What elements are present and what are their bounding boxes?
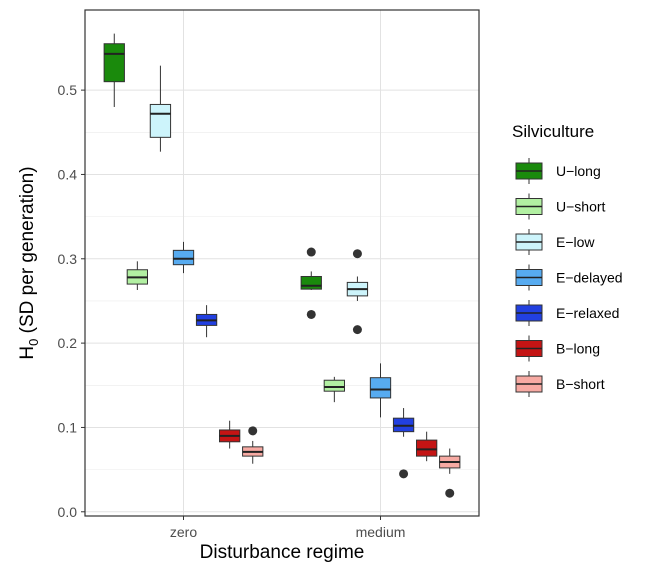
box-1-2 — [346, 249, 369, 335]
box-1-3 — [369, 363, 392, 418]
legend-label: U−long — [556, 163, 601, 179]
outlier-point — [352, 249, 362, 259]
y-tick-label: 0.4 — [58, 166, 78, 182]
y-axis-title-main: H — [17, 346, 38, 360]
y-axis: 0.0 0.1 0.2 0.3 0.4 0.5 — [58, 82, 85, 520]
box-0-4 — [195, 305, 218, 338]
box-body — [172, 249, 195, 266]
legend-item: B−long — [515, 335, 600, 362]
legend-label: B−short — [556, 376, 605, 392]
legend-label: U−short — [556, 199, 606, 215]
box-body — [416, 439, 438, 457]
y-tick-label: 0.0 — [58, 504, 78, 520]
legend-item: E−relaxed — [515, 300, 619, 326]
box-0-1 — [126, 261, 148, 290]
x-axis: zero medium — [170, 516, 406, 540]
box-body — [103, 43, 125, 83]
outlier-point — [352, 325, 362, 335]
legend-label: B−long — [556, 341, 600, 357]
x-axis-title: Disturbance regime — [200, 542, 365, 563]
box-0-3 — [172, 241, 195, 274]
legend-title: Silviculture — [512, 122, 594, 141]
box-0-6 — [242, 426, 264, 464]
box-0-5 — [219, 420, 241, 449]
box-body — [323, 379, 345, 392]
outlier-point — [399, 469, 409, 479]
box-1-5 — [416, 431, 438, 462]
y-axis-title-subscript: 0 — [26, 339, 41, 346]
box-body — [369, 377, 392, 399]
outlier-point — [248, 426, 258, 436]
box-1-0 — [300, 247, 322, 319]
legend-item: E−low — [515, 229, 595, 255]
box-0-2 — [149, 65, 172, 152]
x-tick-label: zero — [170, 524, 197, 540]
box-body — [300, 275, 322, 290]
y-axis-title-rest: (SD per generation) — [17, 166, 38, 338]
outlier-point — [306, 309, 316, 319]
box-body — [149, 103, 172, 138]
box-0-0 — [103, 33, 125, 107]
outlier-point — [445, 488, 455, 498]
legend: Silviculture U−long U−short E−low E−delayed… — [512, 122, 623, 397]
legend-item: E−delayed — [515, 264, 623, 291]
legend-item: B−short — [515, 371, 605, 397]
outlier-point — [306, 247, 316, 257]
box-marks — [103, 33, 461, 498]
legend-item: U−long — [515, 158, 601, 184]
legend-item: U−short — [515, 193, 606, 220]
legend-label: E−relaxed — [556, 305, 619, 321]
box-1-6 — [439, 448, 461, 498]
box-1-1 — [323, 376, 345, 403]
plot-panel-border — [84, 9, 480, 517]
y-tick-label: 0.2 — [58, 335, 78, 351]
x-tick-label: medium — [356, 524, 406, 540]
legend-label: E−delayed — [556, 270, 623, 286]
legend-label: E−low — [556, 234, 595, 250]
y-axis-title: H0 (SD per generation) — [17, 166, 41, 359]
y-tick-label: 0.1 — [58, 419, 78, 435]
box-1-4 — [392, 408, 415, 479]
y-tick-label: 0.5 — [58, 82, 78, 98]
y-tick-label: 0.3 — [58, 251, 78, 267]
